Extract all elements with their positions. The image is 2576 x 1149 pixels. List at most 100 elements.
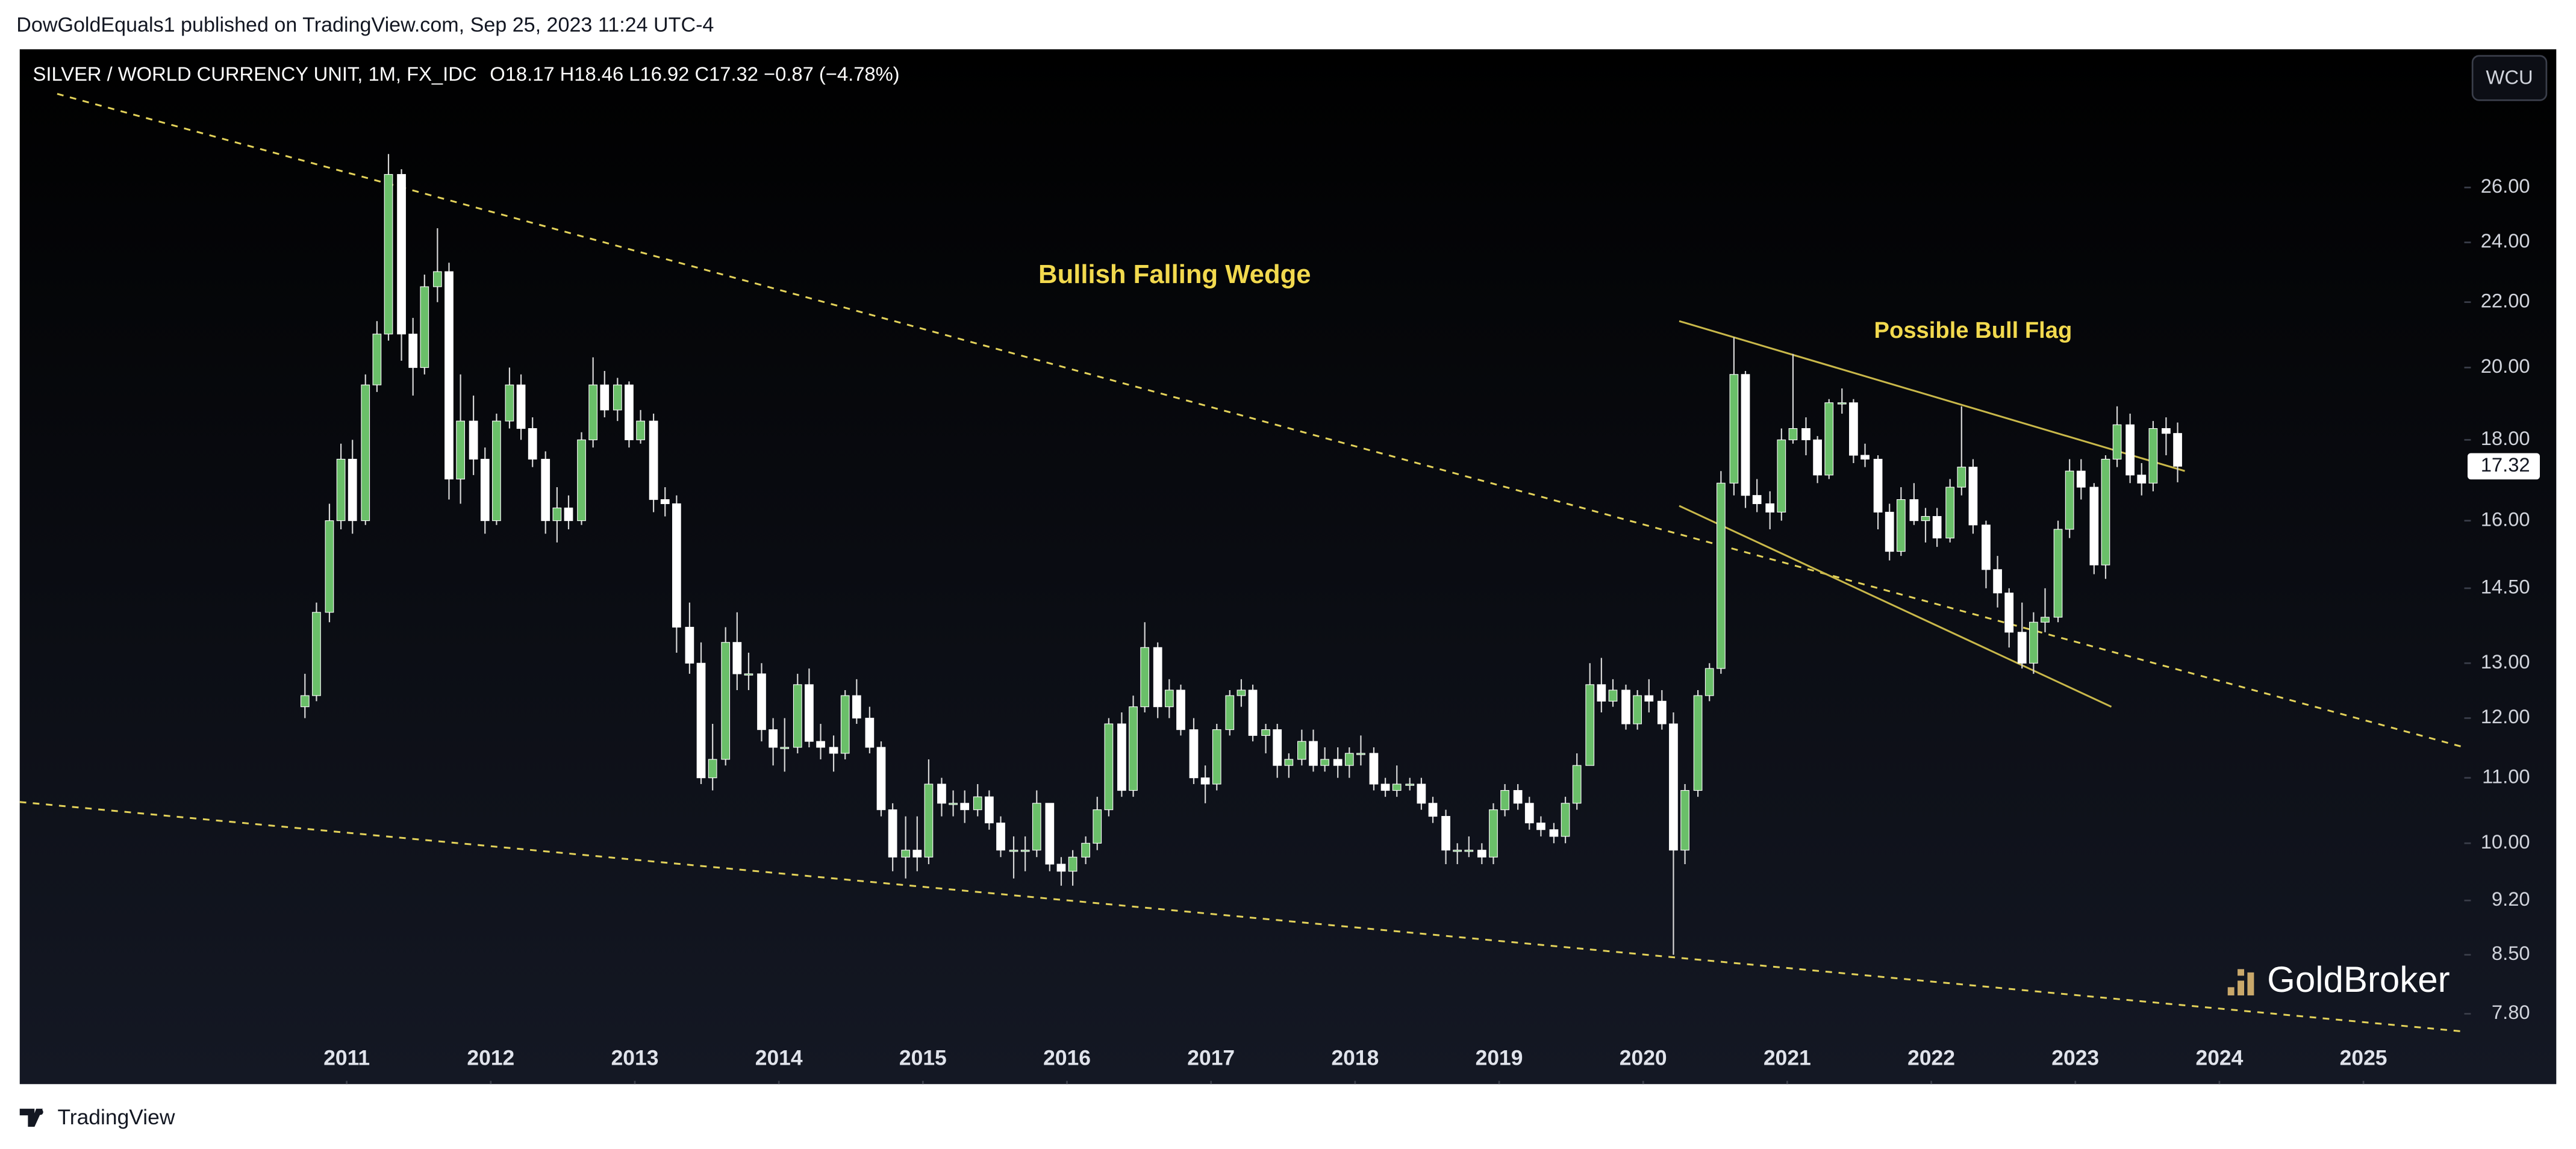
- candle-body: [1356, 753, 1365, 755]
- candle-body: [996, 823, 1005, 851]
- candle-body: [937, 783, 946, 804]
- candle-body: [2173, 433, 2182, 467]
- candle-body: [2029, 621, 2038, 664]
- candle-body: [1741, 374, 1750, 496]
- candle-body: [469, 420, 478, 460]
- y-tick-label: 22.00: [2481, 289, 2530, 311]
- candle-body: [1860, 455, 1870, 460]
- candle-body: [505, 384, 514, 422]
- candle-body: [2017, 632, 2027, 664]
- candle-body: [1824, 402, 1834, 476]
- candle-body: [649, 420, 658, 500]
- candle-body: [1200, 777, 1210, 785]
- x-tick-label: 2013: [611, 1046, 659, 1070]
- candle-body: [2112, 424, 2122, 460]
- candle-body: [600, 384, 610, 411]
- candle-body: [1717, 482, 1726, 669]
- candle-body: [732, 642, 742, 674]
- candle-body: [552, 507, 562, 522]
- y-tick-label: 7.80: [2492, 1001, 2530, 1023]
- candle-body: [1536, 823, 1545, 830]
- candle-body: [1056, 864, 1066, 872]
- currency-label[interactable]: WCU: [2486, 66, 2533, 89]
- candle-body: [1572, 765, 1582, 804]
- candle-body: [1068, 856, 1077, 872]
- symbol-title: SILVER / WORLD CURRENCY UNIT, 1M, FX_IDC: [33, 63, 477, 85]
- candle-body: [1261, 729, 1270, 736]
- candle-body: [300, 695, 310, 708]
- candle-body: [1549, 829, 1559, 837]
- y-tick-label: 9.20: [2492, 888, 2530, 910]
- y-tick-label: 14.50: [2481, 575, 2530, 597]
- candle-body: [1909, 499, 1919, 522]
- candle-body: [2137, 475, 2147, 484]
- candle-body: [2041, 617, 2050, 623]
- candle-body: [1284, 759, 1294, 766]
- candle-body: [1993, 569, 2002, 594]
- candle-body: [1837, 402, 1847, 405]
- footer-brand: TradingView: [57, 1105, 175, 1129]
- candle-body: [1644, 695, 1654, 702]
- candle-body: [2076, 470, 2086, 488]
- candle-body: [744, 673, 753, 676]
- candle-body: [372, 334, 382, 385]
- candle-body: [1140, 647, 1150, 708]
- candle-body: [769, 729, 778, 748]
- candle-body: [336, 458, 346, 522]
- x-tick-label: 2014: [755, 1046, 803, 1070]
- candle-body: [408, 334, 418, 368]
- y-tick-label: 24.00: [2481, 229, 2530, 252]
- candle-body: [1009, 850, 1018, 852]
- candle-body: [2101, 458, 2110, 565]
- candle-body: [2148, 428, 2158, 484]
- candle-body: [1513, 790, 1523, 804]
- candle-body: [577, 439, 586, 522]
- candle-body: [708, 759, 717, 779]
- candle-body: [1945, 487, 1955, 539]
- candle-body: [1153, 647, 1162, 708]
- plot-area: [19, 93, 2465, 1033]
- ohlc-legend: O18.17 H18.46 L16.92 C17.32 −0.87 (−4.78…: [490, 63, 899, 85]
- watermark-logo: [2227, 969, 2254, 995]
- candle-body: [840, 695, 850, 754]
- candle-body: [613, 384, 622, 411]
- trendline: [19, 801, 2465, 1033]
- candle-body: [1680, 790, 1689, 851]
- x-tick-label: 2020: [1620, 1046, 1667, 1070]
- candle-body: [1032, 803, 1041, 851]
- candle-body: [516, 384, 526, 429]
- publisher-line: DowGoldEquals1 published on TradingView.…: [16, 14, 714, 37]
- candle-body: [1873, 458, 1883, 513]
- candle-body: [1392, 783, 1402, 791]
- candle-body: [541, 458, 550, 522]
- candle-body: [1405, 783, 1415, 786]
- candle-body: [1441, 816, 1450, 851]
- candle-body: [1729, 374, 1739, 484]
- candle-body: [1608, 690, 1618, 702]
- candle-body: [888, 809, 897, 858]
- candle-body: [636, 420, 645, 440]
- candle-body: [1597, 684, 1606, 702]
- candle-body: [397, 174, 406, 335]
- x-tick-label: 2016: [1043, 1046, 1091, 1070]
- currency-button[interactable]: [2471, 55, 2548, 101]
- candle-body: [480, 458, 490, 522]
- candle-body: [2125, 424, 2135, 476]
- candle-body: [1369, 753, 1379, 785]
- candle-body: [1189, 729, 1199, 779]
- candle-body: [528, 428, 537, 460]
- candle-body: [1849, 402, 1858, 456]
- candle-body: [960, 803, 970, 811]
- candle-body: [865, 717, 875, 748]
- candle-body: [2162, 428, 2171, 434]
- candle-body: [1885, 511, 1894, 552]
- x-tick-label: 2021: [1764, 1046, 1811, 1070]
- candle-body: [1788, 428, 1798, 440]
- candle-body: [1932, 515, 1942, 539]
- candle-body: [876, 747, 886, 811]
- x-tick-label: 2024: [2195, 1046, 2243, 1070]
- y-tick-label: 18.00: [2481, 427, 2530, 449]
- x-tick-label: 2017: [1187, 1046, 1235, 1070]
